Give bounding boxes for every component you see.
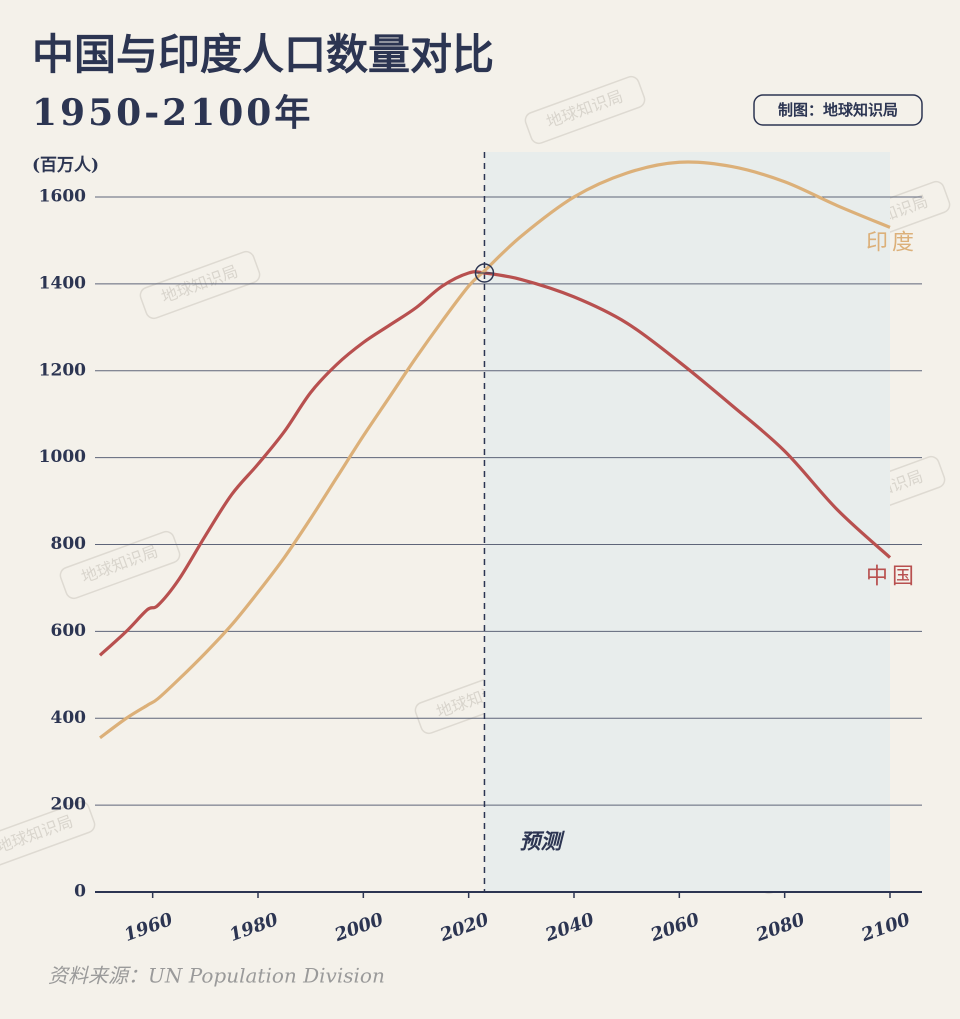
series-line [99,160,891,740]
y-tick-label: 1200 [39,360,86,380]
forecast-region [484,152,890,892]
y-tick-label: 1400 [39,273,86,293]
y-tick-label: 1000 [39,447,86,467]
y-tick-label: 600 [51,621,87,641]
y-tick-label: 1600 [39,187,86,207]
source: 资料来源：UN Population Division [48,964,385,988]
credit-box [753,94,923,126]
y-tick-label: 400 [51,708,87,728]
y-axis-label: (百万人) [32,156,99,176]
series-line [98,270,892,657]
credit: 制图：地球知识局 [778,101,898,119]
series-label: 中国 [866,565,918,590]
y-tick-label: 800 [51,534,87,554]
chart-subtitle: 1950-2100年 [32,92,313,134]
chart-title: 中国与印度人口数量对比 [32,30,494,79]
watermark-box [524,75,646,145]
y-tick-label: 200 [51,795,87,815]
series-label: 印度 [866,230,918,255]
forecast-label: 预测 [519,829,565,854]
y-tick-label: 0 [74,882,86,902]
watermark-box [139,250,261,320]
watermark-box [0,800,96,870]
